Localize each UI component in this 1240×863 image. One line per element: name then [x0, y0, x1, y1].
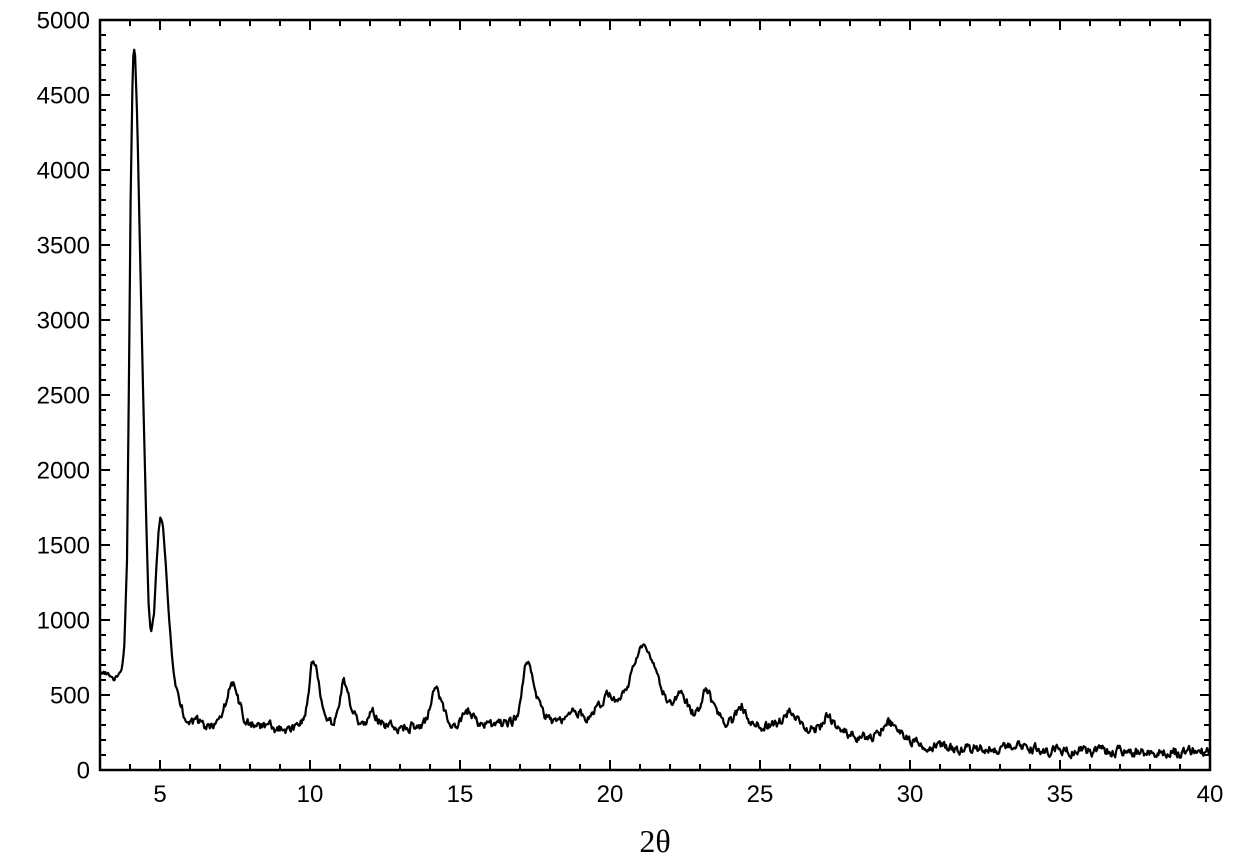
y-tick-label: 2500: [37, 382, 90, 409]
x-tick-label: 35: [1047, 781, 1074, 808]
x-tick-label: 30: [897, 781, 924, 808]
y-tick-label: 4500: [37, 82, 90, 109]
x-tick-label: 20: [597, 781, 624, 808]
x-axis-label: 2θ: [639, 823, 670, 859]
y-tick-label: 1500: [37, 532, 90, 559]
y-tick-label: 5000: [37, 7, 90, 34]
y-tick-label: 1000: [37, 607, 90, 634]
x-tick-label: 40: [1197, 781, 1224, 808]
chart-svg: 5 10 15 20 25 30 35 40 0 500 1000 1500 2000 2500 3000 3…: [0, 0, 1240, 863]
x-tick-label: 25: [747, 781, 774, 808]
x-tick-label: 10: [297, 781, 324, 808]
x-tick-label: 15: [447, 781, 474, 808]
x-tick-label: 5: [153, 781, 166, 808]
y-tick-label: 4000: [37, 157, 90, 184]
y-tick-label: 2000: [37, 457, 90, 484]
y-tick-label: 500: [50, 682, 90, 709]
xrd-chart: 5 10 15 20 25 30 35 40 0 500 1000 1500 2000 2500 3000 3…: [0, 0, 1240, 863]
y-tick-label: 0: [77, 757, 90, 784]
y-tick-label: 3500: [37, 232, 90, 259]
y-tick-label: 3000: [37, 307, 90, 334]
